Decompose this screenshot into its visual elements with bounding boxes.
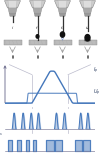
Polygon shape — [4, 40, 22, 45]
Polygon shape — [80, 1, 96, 8]
Polygon shape — [33, 1, 42, 8]
Text: $i_s$: $i_s$ — [0, 104, 1, 113]
Polygon shape — [84, 13, 91, 16]
Polygon shape — [83, 8, 92, 13]
Circle shape — [60, 32, 65, 37]
Text: $U_p$: $U_p$ — [93, 88, 100, 98]
Circle shape — [85, 35, 90, 41]
Polygon shape — [58, 1, 67, 8]
Polygon shape — [33, 8, 42, 13]
Polygon shape — [54, 40, 72, 45]
Circle shape — [36, 35, 39, 38]
Polygon shape — [78, 40, 96, 45]
Text: iii: iii — [61, 26, 64, 30]
Polygon shape — [8, 8, 17, 13]
Text: $u_s$: $u_s$ — [0, 130, 3, 138]
Polygon shape — [83, 1, 92, 8]
Ellipse shape — [85, 39, 90, 41]
Polygon shape — [8, 1, 17, 8]
Text: iv: iv — [86, 26, 89, 30]
Polygon shape — [55, 1, 70, 8]
Text: i: i — [12, 26, 13, 30]
Polygon shape — [34, 13, 41, 16]
Polygon shape — [30, 1, 46, 8]
Polygon shape — [28, 40, 46, 45]
Polygon shape — [4, 1, 20, 8]
Text: ii: ii — [36, 26, 39, 30]
Polygon shape — [59, 13, 66, 16]
Polygon shape — [58, 8, 67, 13]
Polygon shape — [9, 13, 16, 16]
Text: $I_p$: $I_p$ — [93, 65, 99, 76]
